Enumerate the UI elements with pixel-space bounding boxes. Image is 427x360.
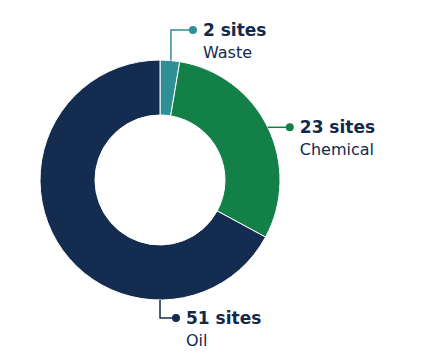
category-label: Oil	[186, 331, 207, 350]
value-label: 51 sites	[186, 308, 261, 328]
chart-container: 2 sites Waste 23 sites Chemical 51 sites Oil	[0, 0, 427, 360]
slice	[171, 62, 280, 237]
category-label: Chemical	[300, 140, 374, 159]
chart-svg: 2 sites Waste 23 sites Chemical 51 sites Oil	[0, 0, 427, 360]
value-label: 23 sites	[300, 117, 375, 137]
slice	[40, 60, 266, 300]
leader-dot	[286, 123, 294, 131]
category-label: Waste	[203, 43, 252, 62]
slices	[40, 60, 280, 300]
leader-dot	[189, 26, 197, 34]
leader-dot	[172, 314, 180, 322]
value-label: 2 sites	[203, 20, 266, 40]
labels: 2 sites Waste 23 sites Chemical 51 sites Oil	[160, 20, 375, 350]
leader-line	[171, 30, 193, 61]
